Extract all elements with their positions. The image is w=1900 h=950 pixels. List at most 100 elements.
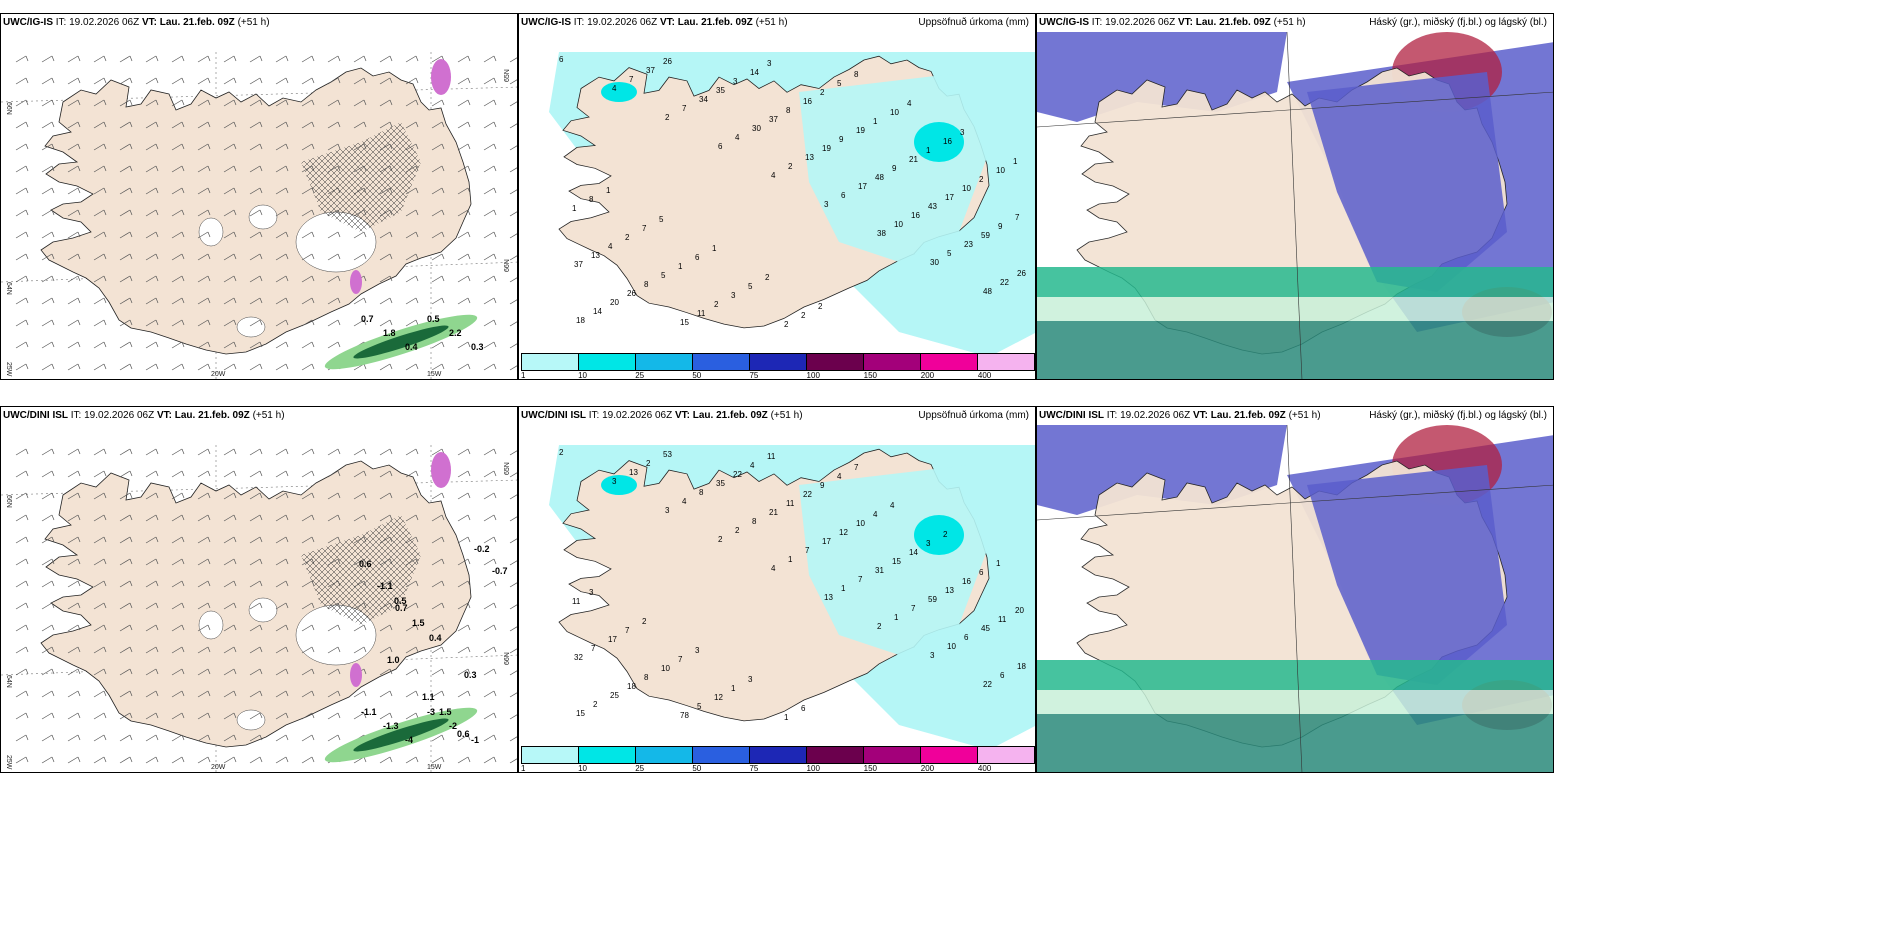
wind-barb	[509, 736, 517, 742]
precip-value: 4	[873, 510, 878, 519]
wind-barb	[119, 187, 131, 195]
lat-label: 66N	[5, 102, 12, 115]
precip-value: 4	[771, 564, 776, 573]
wind-barb-flag	[363, 624, 367, 631]
wind-barb-flag	[285, 734, 289, 741]
wind-barb-flag	[77, 756, 81, 763]
wind-barb	[353, 646, 365, 654]
wind-barb	[301, 363, 313, 371]
wind-barb	[249, 602, 261, 610]
panel-temperature-dini: UWC/DINI ISL IT: 19.02.2026 06Z VT: Lau.…	[0, 406, 518, 773]
precip-value: 14	[750, 68, 759, 77]
colorbar-label: 50	[692, 764, 702, 773]
wind-barb-flag	[285, 363, 289, 370]
wind-barb	[119, 77, 131, 85]
wind-barb-flag	[285, 448, 289, 455]
graticule-line	[1286, 425, 1303, 772]
precip-value: 2	[559, 448, 564, 457]
wind-barb	[145, 231, 157, 239]
wind-barb	[93, 77, 105, 85]
wind-barb-flag	[311, 690, 315, 697]
wind-barb-flag	[467, 231, 471, 238]
wind-barb-flag	[51, 734, 55, 741]
wind-barb	[327, 297, 339, 305]
wind-barb-flag	[77, 143, 81, 150]
wind-barb	[119, 209, 131, 217]
wind-barb-flag	[285, 77, 289, 84]
wind-barb	[431, 275, 443, 283]
graticule-line	[1037, 91, 1553, 128]
colorbar-label: 400	[977, 764, 992, 773]
wind-barb	[93, 492, 105, 500]
precip-value: 1	[784, 713, 789, 722]
wind-barb	[509, 450, 517, 456]
wind-barb	[379, 492, 391, 500]
wind-barb	[405, 187, 417, 195]
wind-barb-flag	[25, 99, 29, 106]
precip-value: 8	[854, 70, 859, 79]
precip-value: 18	[1017, 662, 1026, 671]
wind-barb	[145, 275, 157, 283]
wind-barb	[509, 79, 517, 85]
wind-barb-flag	[389, 231, 393, 238]
wind-barb	[249, 492, 261, 500]
precip-value: 3	[926, 539, 931, 548]
wind-barb	[457, 209, 469, 217]
wind-barb	[457, 602, 469, 610]
wind-barb-flag	[129, 756, 133, 763]
wind-barb-flag	[259, 470, 263, 477]
wind-barb	[249, 514, 261, 522]
lat-label: 25W	[5, 755, 12, 770]
wind-barb-flag	[493, 646, 497, 653]
wind-barb-flag	[233, 341, 237, 348]
wind-barb	[483, 580, 495, 588]
wind-barb	[509, 167, 517, 173]
wind-barb-flag	[337, 275, 341, 282]
wind-barb	[171, 231, 183, 239]
precip-value: 48	[983, 287, 992, 296]
wind-barb	[119, 319, 131, 327]
wind-barb-flag	[233, 448, 237, 455]
wind-barb	[301, 319, 313, 327]
model-name: UWC/IG-IS	[3, 17, 53, 28]
wind-barb-flag	[51, 275, 55, 282]
wind-barb-flag	[155, 77, 159, 84]
precip-value: 2	[625, 233, 630, 242]
wind-barb	[275, 734, 287, 742]
wind-barb-flag	[129, 165, 133, 172]
map-canvas: 20W 15W 66N 64N 25W 65N 66N 0.7 1.8 0.4 0.5 2.2 0.3	[1, 32, 517, 379]
panel-header: UWC/DINI ISL IT: 19.02.2026 06Z VT: Lau.…	[1037, 407, 1553, 425]
wind-barb-flag	[337, 297, 341, 304]
wind-barb-flag	[259, 143, 263, 150]
precip-value: 13	[629, 468, 638, 477]
wind-barb	[93, 165, 105, 173]
wind-barb	[223, 121, 235, 129]
precip-area-land	[799, 72, 989, 262]
wind-barb	[405, 558, 417, 566]
wind-barb-flag	[415, 165, 419, 172]
wind-barb-flag	[207, 712, 211, 719]
wind-barb	[509, 692, 517, 698]
wind-barb	[457, 165, 469, 173]
wind-barb	[15, 297, 27, 305]
wind-barb	[171, 297, 183, 305]
precip-value: 59	[981, 231, 990, 240]
graticule-line	[1037, 484, 1553, 521]
precip-value: 10	[996, 166, 1005, 175]
wind-barb-flag	[311, 209, 315, 216]
wind-barb-flag	[25, 363, 29, 370]
wind-barb	[197, 319, 209, 327]
wind-barb-flag	[25, 187, 29, 194]
wind-barb	[275, 187, 287, 195]
wind-barb-flag	[155, 341, 159, 348]
wind-barb-flag	[415, 55, 419, 62]
precip-value: 8	[644, 280, 649, 289]
colorbar-label: 200	[920, 371, 935, 380]
wind-barb-flag	[415, 756, 419, 763]
wind-barb	[145, 580, 157, 588]
wind-barb-flag	[233, 514, 237, 521]
wind-barb	[431, 514, 443, 522]
wind-barb-flag	[51, 99, 55, 106]
wind-barb-flag	[389, 187, 393, 194]
wind-barb-flag	[285, 668, 289, 675]
